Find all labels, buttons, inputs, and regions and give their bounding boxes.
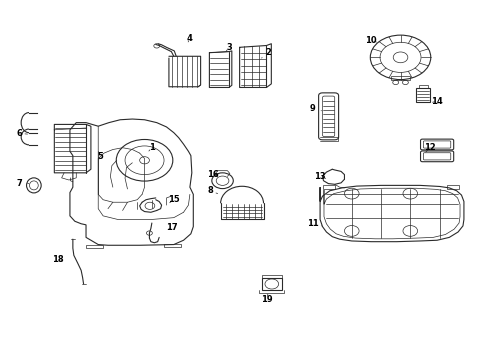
Bar: [390, 76, 409, 80]
Text: 8: 8: [207, 186, 217, 195]
Bar: [446, 185, 458, 189]
Bar: [86, 244, 103, 248]
Text: 7: 7: [16, 179, 29, 188]
Text: 17: 17: [166, 223, 178, 232]
Text: 1: 1: [148, 143, 155, 152]
Text: 3: 3: [225, 43, 231, 52]
Text: 16: 16: [206, 170, 218, 179]
Bar: [415, 88, 429, 102]
Text: 5: 5: [98, 152, 103, 161]
Text: 10: 10: [365, 36, 376, 45]
Bar: [418, 85, 427, 88]
Text: 15: 15: [167, 195, 179, 204]
Bar: [163, 244, 181, 247]
Text: 6: 6: [16, 129, 27, 138]
Bar: [261, 278, 282, 291]
Text: 11: 11: [306, 219, 321, 228]
Text: 14: 14: [430, 96, 442, 105]
Bar: [322, 185, 334, 189]
Text: 13: 13: [314, 172, 325, 181]
Text: 2: 2: [261, 48, 270, 58]
Text: 12: 12: [423, 143, 435, 152]
Text: 19: 19: [260, 294, 272, 303]
Text: 9: 9: [309, 104, 321, 113]
Text: 4: 4: [186, 34, 192, 43]
Text: 18: 18: [52, 255, 64, 264]
